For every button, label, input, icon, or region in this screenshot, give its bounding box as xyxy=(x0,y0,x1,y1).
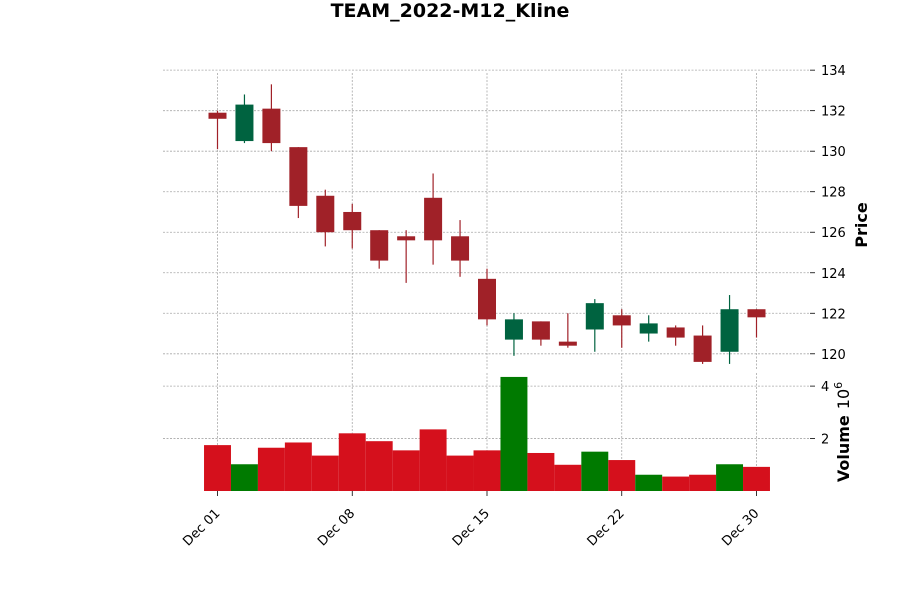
volume-bar xyxy=(527,452,555,491)
volume-bar xyxy=(204,445,231,491)
candle-body xyxy=(451,236,470,261)
x-tick-label: Dec 15 xyxy=(450,506,493,549)
candle-body xyxy=(639,323,658,334)
candles-layer xyxy=(208,84,766,364)
x-tick-label: Dec 22 xyxy=(585,506,628,549)
candle-body xyxy=(720,309,739,352)
price-tick-label: 132 xyxy=(821,105,846,120)
volume-bar xyxy=(473,450,501,491)
candle-body xyxy=(397,236,416,241)
candle-body xyxy=(343,211,362,231)
candle-body xyxy=(585,303,604,330)
volume-bar xyxy=(419,429,447,491)
volume-bar xyxy=(365,441,393,491)
date-axis: Dec 01 Dec 08 Dec 15 Dec 22 Dec 30 xyxy=(180,491,762,549)
candle-body xyxy=(208,112,227,119)
volume-bar xyxy=(500,376,528,491)
volume-bar xyxy=(446,455,474,491)
price-tick-label: 124 xyxy=(821,267,846,282)
volume-bar xyxy=(608,460,636,491)
price-tick-label: 130 xyxy=(821,145,846,160)
volume-bar xyxy=(554,464,582,491)
candle-body xyxy=(316,195,335,233)
volume-bars-layer xyxy=(204,376,770,491)
candle-body xyxy=(478,278,496,320)
x-tick-label: Dec 01 xyxy=(180,506,223,549)
volume-bar xyxy=(338,433,366,491)
price-tick-label: 126 xyxy=(821,226,846,241)
candle-body xyxy=(370,230,389,261)
price-axis-label: Price xyxy=(852,202,871,248)
price-tick-label: 134 xyxy=(821,64,846,79)
x-tick-label: Dec 30 xyxy=(719,506,762,549)
candle-body xyxy=(424,197,443,241)
candle-body xyxy=(558,341,577,346)
volume-axis: 24 xyxy=(810,380,829,448)
candle-body xyxy=(666,327,685,338)
volume-bar xyxy=(311,455,339,491)
volume-bar xyxy=(635,474,663,491)
volume-bar xyxy=(689,474,717,491)
volume-tick-label: 4 xyxy=(821,380,829,395)
volume-bar xyxy=(743,466,770,491)
volume-axis-label: Volume 106 xyxy=(832,382,853,482)
candle-body xyxy=(531,321,550,340)
volume-bar xyxy=(257,447,285,491)
volume-label-text: Volume xyxy=(834,415,853,482)
volume-bar xyxy=(230,464,258,491)
volume-exponent-base: 10 xyxy=(834,389,853,409)
volume-bar xyxy=(284,442,312,491)
price-tick-label: 128 xyxy=(821,186,846,201)
candle-body xyxy=(262,108,281,144)
candle-body xyxy=(289,147,308,206)
price-axis: 120 122 124 126 128 130 132 134 xyxy=(810,64,846,363)
volume-tick-label: 2 xyxy=(821,433,829,448)
candle-body xyxy=(747,309,766,318)
volume-bar xyxy=(716,464,744,491)
candle-body xyxy=(235,104,254,142)
volume-exponent: 6 xyxy=(832,382,845,389)
chart-title: TEAM_2022-M12_Kline xyxy=(331,0,570,22)
price-tick-label: 120 xyxy=(821,348,846,363)
candle-body xyxy=(612,315,631,326)
volume-bar xyxy=(662,476,690,491)
candle-body xyxy=(693,335,712,362)
price-tick-label: 122 xyxy=(821,307,846,322)
volume-bar xyxy=(581,451,609,491)
x-tick-label: Dec 08 xyxy=(315,506,358,549)
volume-bar xyxy=(392,450,420,491)
candle-body xyxy=(504,319,523,340)
